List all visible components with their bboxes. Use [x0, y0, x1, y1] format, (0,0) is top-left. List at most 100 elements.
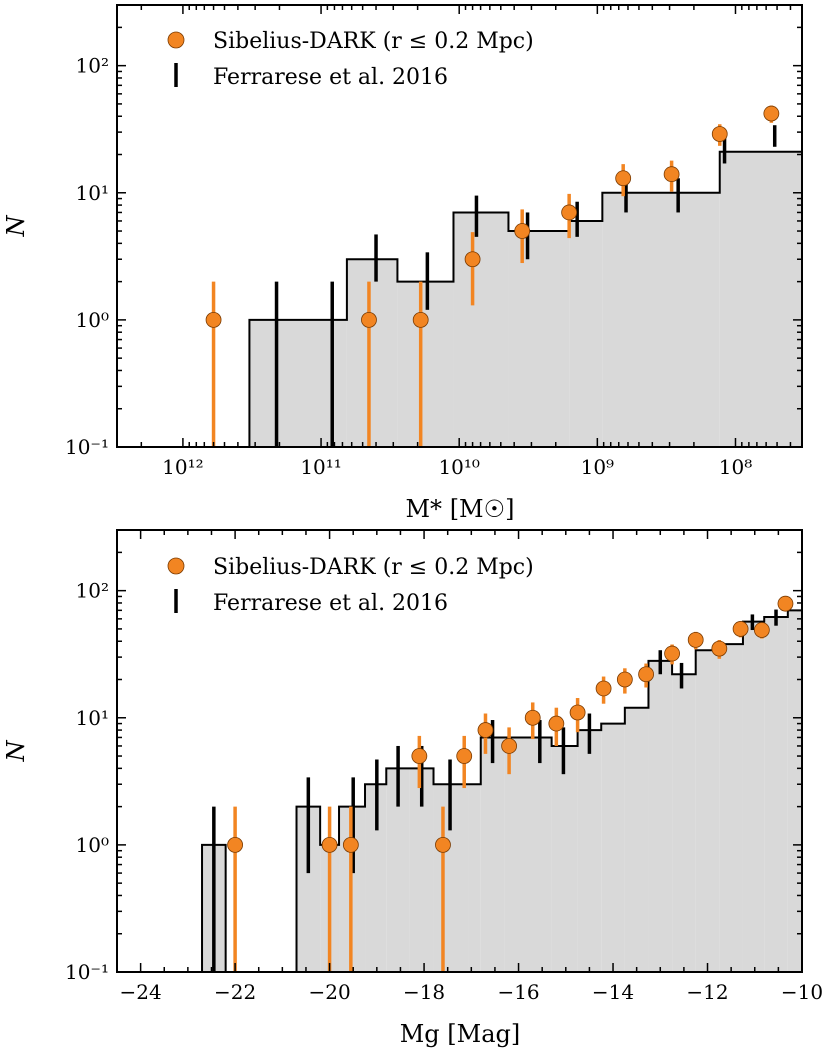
top-legend-ferrarese-label: Ferrarese et al. 2016 — [213, 65, 448, 90]
bot-y-tick-label: 10⁰ — [76, 833, 109, 857]
top-x-tick-label: 10¹⁰ — [438, 455, 479, 479]
bot-hist-bin — [695, 650, 720, 972]
bottom-legend-sibelius-label: Sibelius-DARK (r ≤ 0.2 Mpc) — [213, 555, 534, 580]
top-y-tick-label: 10⁻¹ — [65, 435, 109, 459]
bot-hist-bin — [504, 737, 528, 972]
bot-sibelius-point — [777, 595, 794, 612]
bot-sibelius-point — [753, 622, 770, 638]
top-sibelius-point — [763, 105, 780, 122]
bottom-chart: −24 −22 −20 −18 −16 −14 −12 −10 10⁻¹ 10⁰ 10¹ 10² S… — [2, 529, 824, 1048]
top-sibelius-point — [205, 311, 222, 328]
top-hist-outline — [248, 135, 803, 447]
bot-hist-bin — [528, 737, 552, 972]
top-hist-bin — [346, 259, 398, 447]
bot-sibelius-point — [616, 671, 633, 688]
top-x-tick-label: 10¹² — [162, 455, 203, 479]
top-histogram — [248, 135, 803, 448]
top-legend: Sibelius-DARK (r ≤ 0.2 Mpc) Ferrarese et… — [167, 29, 534, 90]
top-chart: 10¹² 10¹¹ 10¹⁰ 10⁹ 10⁸ 10⁻¹ 10⁰ 10¹ 10² Sibeliu… — [2, 4, 803, 523]
top-hist-bin — [453, 212, 509, 447]
bot-hist-bin — [624, 707, 649, 972]
bottom-y-axis-label: N — [2, 740, 30, 763]
bot-hist-bin — [468, 784, 481, 972]
bot-x-tick-label: −22 — [214, 980, 256, 1004]
bot-x-tick-label: −10 — [781, 980, 823, 1004]
bot-hist-bin — [601, 723, 625, 972]
top-y-axis-label: N — [2, 215, 30, 238]
bot-sibelius-point — [524, 709, 541, 726]
top-x-axis-label: M* [M☉] — [405, 495, 514, 523]
bot-x-tick-label: −14 — [592, 980, 634, 1004]
top-x-tick-labels: 10¹² 10¹¹ 10¹⁰ 10⁹ 10⁸ — [162, 455, 752, 479]
top-sibelius-point — [412, 311, 429, 328]
bot-hist-bin — [742, 621, 765, 972]
bottom-legend: Sibelius-DARK (r ≤ 0.2 Mpc) Ferrarese et… — [167, 555, 534, 616]
bot-sibelius-point — [342, 836, 359, 853]
top-sibelius-point — [514, 223, 531, 239]
bottom-plot-frame — [116, 529, 803, 973]
bot-hist-bin — [719, 644, 743, 972]
bot-sibelius-point — [321, 836, 338, 853]
bot-y-tick-label: 10² — [76, 579, 109, 603]
bot-sibelius-point — [477, 722, 494, 738]
bot-sibelius-point — [687, 631, 704, 648]
bottom-reference-errorbars — [212, 609, 778, 972]
bot-sibelius-point — [732, 621, 749, 637]
bot-hist-bin — [672, 674, 696, 972]
top-sibelius-point — [361, 311, 377, 328]
bot-x-tick-label: −24 — [120, 980, 162, 1004]
top-hist-bin — [602, 192, 720, 447]
top-y-tick-label: 10² — [76, 54, 109, 78]
bot-x-tick-label: −20 — [308, 980, 350, 1004]
top-x-tick-label: 10⁸ — [719, 455, 752, 479]
top-y-tick-label: 10¹ — [76, 181, 109, 205]
top-sibelius-points — [205, 105, 780, 447]
bot-sibelius-point — [664, 645, 680, 662]
top-sibelius-point — [464, 251, 481, 268]
bot-sibelius-point — [711, 640, 728, 657]
bottom-x-tick-labels: −24 −22 −20 −18 −16 −14 −12 −10 — [120, 980, 824, 1004]
bot-hist-bin — [365, 784, 387, 972]
bot-sibelius-point — [569, 704, 586, 721]
bot-hist-bin — [787, 610, 802, 972]
bot-sibelius-point — [501, 738, 518, 754]
bot-sibelius-point — [435, 836, 451, 853]
bot-sibelius-point — [456, 748, 473, 764]
bot-sibelius-point — [638, 666, 655, 683]
bot-hist-bin — [480, 737, 505, 972]
top-hist-bin — [508, 231, 570, 447]
bottom-x-axis-label: Mg [Mag] — [400, 1020, 521, 1048]
top-x-tick-label: 10¹¹ — [300, 455, 341, 479]
top-sibelius-point — [711, 126, 728, 142]
top-sibelius-point — [615, 170, 632, 187]
bot-hist-bin — [648, 660, 673, 972]
bottom-y-tick-labels: 10⁻¹ 10⁰ 10¹ 10² — [65, 579, 109, 984]
bot-hist-bin — [296, 806, 321, 972]
top-hist-bin — [719, 151, 802, 448]
top-sibelius-point — [561, 204, 578, 221]
bot-hist-bin — [409, 768, 434, 972]
bot-x-tick-label: −12 — [686, 980, 728, 1004]
bot-x-tick-label: −18 — [403, 980, 445, 1004]
top-hist-bin — [569, 220, 603, 447]
bot-y-tick-label: 10¹ — [76, 706, 109, 730]
bot-hist-bin — [386, 768, 410, 972]
top-y-tick-labels: 10⁻¹ 10⁰ 10¹ 10² — [65, 54, 109, 459]
top-plot-frame — [116, 4, 803, 448]
bot-sibelius-point — [411, 748, 428, 764]
top-x-tick-label: 10⁹ — [581, 455, 614, 479]
bot-hist-bin — [551, 745, 578, 972]
top-sibelius-point — [663, 166, 680, 183]
bottom-legend-ferrarese-label: Ferrarese et al. 2016 — [213, 591, 448, 616]
bot-x-tick-label: −16 — [497, 980, 539, 1004]
bot-hist-bin — [764, 617, 788, 972]
bot-y-tick-label: 10⁻¹ — [65, 960, 109, 984]
top-legend-sibelius-marker — [167, 31, 185, 49]
bot-sibelius-point — [595, 680, 612, 697]
bottom-histogram — [201, 609, 803, 973]
bot-sibelius-point — [227, 836, 244, 853]
top-legend-sibelius-label: Sibelius-DARK (r ≤ 0.2 Mpc) — [213, 29, 534, 54]
bottom-sibelius-points — [227, 595, 794, 972]
top-hist-bin — [397, 281, 454, 447]
